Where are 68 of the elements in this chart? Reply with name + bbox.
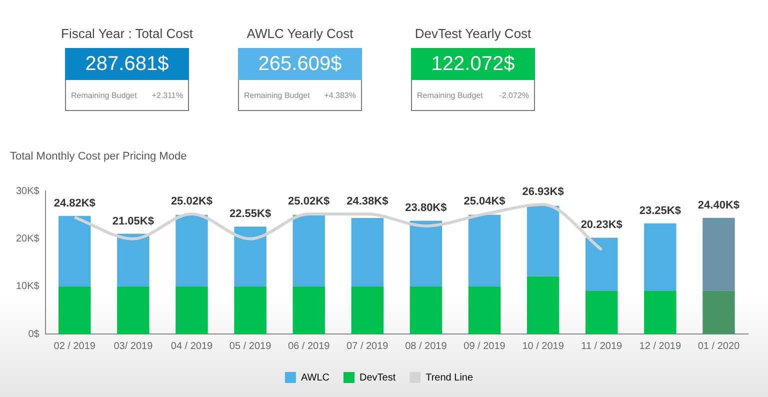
total-label: 24.40K$ [698, 199, 740, 212]
x-tick-label: 02 / 2019 [54, 340, 96, 352]
text: AWLC Yearly Cost [246, 26, 354, 43]
text: -2.072% [499, 90, 529, 100]
bar [702, 218, 735, 291]
text: 265.609$ [238, 48, 362, 80]
text: DevTest Yearly Cost [414, 26, 532, 43]
bar [117, 286, 150, 334]
text: Remaining Budget [244, 90, 310, 100]
x-tick-label: 10 / 2019 [522, 340, 564, 352]
text: Fiscal Year : Total Cost [60, 26, 194, 43]
total-label: 20.23K$ [580, 219, 622, 232]
total-label: 25.04K$ [464, 196, 506, 208]
bar [468, 214, 501, 286]
legend-label: Trend Line [426, 372, 474, 384]
text: 287.681$ [65, 48, 189, 80]
legend-label: AWLC [300, 372, 330, 384]
text: +2.311% [152, 90, 183, 100]
bar [58, 286, 91, 334]
x-tick-label: 08 / 2019 [405, 340, 448, 352]
x-tick-label: 12 / 2019 [639, 340, 682, 352]
bar [586, 238, 618, 291]
bar [117, 234, 150, 286]
bar [292, 214, 325, 286]
bar [468, 286, 501, 334]
bar [292, 286, 325, 334]
x-tick-label: 03/ 2019 [114, 340, 154, 352]
bar [351, 218, 384, 286]
y-tick-label: 20K$ [16, 234, 40, 245]
bar [586, 290, 618, 334]
chart-title: Total Monthly Cost per Pricing Mode [10, 150, 187, 163]
bar [176, 214, 208, 286]
bar [351, 286, 384, 334]
bar [702, 290, 735, 334]
x-tick-label: 06 / 2019 [288, 340, 330, 352]
x-tick-label: 05 / 2019 [229, 340, 272, 352]
total-label: 24.38K$ [346, 196, 388, 208]
bar [234, 286, 266, 334]
text: 122.072$ [411, 48, 535, 80]
bar [526, 276, 560, 334]
total-label: 25.02K$ [170, 196, 213, 208]
total-label: 24.82K$ [54, 197, 96, 210]
legend-label: DevTest [359, 372, 396, 384]
x-tick-label: 04 / 2019 [170, 340, 214, 352]
bar [526, 206, 560, 276]
y-tick-label: 0$ [28, 328, 40, 340]
y-tick-label: 10K$ [16, 281, 40, 292]
bar [234, 226, 266, 286]
x-tick-label: 01 / 2020 [698, 340, 740, 352]
bar [410, 220, 442, 286]
bar [644, 223, 676, 291]
bar [58, 216, 91, 286]
text: Remaining Budget [417, 90, 483, 100]
text: +4.383% [324, 90, 356, 100]
x-tick-label: 09 / 2019 [464, 340, 506, 352]
bar [644, 290, 676, 334]
text: Remaining Budget [71, 90, 137, 100]
bar [176, 286, 208, 334]
total-label: 26.93K$ [522, 186, 564, 198]
bar [410, 286, 442, 334]
total-label: 23.25K$ [639, 204, 681, 217]
x-tick-label: 07 / 2019 [346, 340, 389, 352]
total-label: 23.80K$ [405, 202, 447, 214]
total-label: 25.02K$ [288, 196, 330, 208]
x-tick-label: 11 / 2019 [581, 340, 623, 352]
y-tick-label: 30K$ [16, 186, 40, 197]
total-label: 21.05K$ [112, 215, 154, 228]
total-label: 22.55K$ [229, 208, 272, 220]
